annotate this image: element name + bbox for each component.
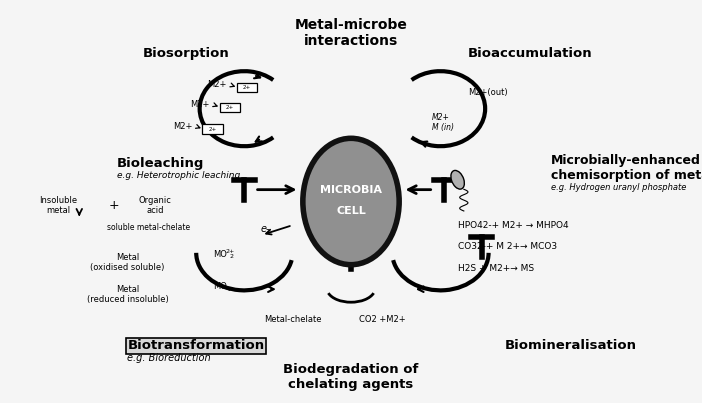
Text: M2+
M (in): M2+ M (in) [432,113,454,132]
Text: 2: 2 [227,287,231,292]
Text: M2+: M2+ [207,81,227,89]
Text: Metal-microbe
interactions: Metal-microbe interactions [295,18,407,48]
Ellipse shape [303,138,399,265]
Text: MO: MO [213,282,227,291]
Text: 2: 2 [230,253,234,258]
Text: +: + [108,199,119,212]
Text: Organic
acid: Organic acid [138,196,171,215]
FancyBboxPatch shape [220,103,240,112]
Text: MO: MO [213,249,227,259]
Text: 2+: 2+ [226,249,235,254]
Text: Metal-chelate: Metal-chelate [264,316,322,324]
Text: CO32-+ M 2+→ MCO3: CO32-+ M 2+→ MCO3 [458,243,557,251]
Text: Metal
(reduced insoluble): Metal (reduced insoluble) [86,285,168,304]
Text: Biosorption: Biosorption [143,47,230,60]
Text: e-: e- [260,224,270,234]
Text: 2+: 2+ [243,85,251,90]
Text: Biotransformation: Biotransformation [128,339,265,352]
Text: e.g. Bioreduction: e.g. Bioreduction [128,353,211,363]
Text: soluble metal-chelate: soluble metal-chelate [107,223,190,232]
Text: CO2 +M2+: CO2 +M2+ [359,316,405,324]
Text: M2+(out): M2+(out) [468,88,508,98]
Text: Bioleaching: Bioleaching [117,158,204,170]
Text: Biodegradation of
chelating agents: Biodegradation of chelating agents [284,364,418,391]
Text: MICROBIA: MICROBIA [320,185,382,195]
Text: M2+: M2+ [190,100,209,109]
Text: Metal
(oxidised soluble): Metal (oxidised soluble) [91,253,164,272]
Text: Biomineralisation: Biomineralisation [505,339,637,352]
FancyBboxPatch shape [237,83,258,93]
Text: e.g. Hydrogen uranyl phosphate: e.g. Hydrogen uranyl phosphate [550,183,686,192]
Text: 2+: 2+ [226,105,234,110]
Ellipse shape [451,170,464,189]
FancyBboxPatch shape [202,125,223,134]
Text: CELL: CELL [336,206,366,216]
Text: Insoluble
metal: Insoluble metal [39,196,78,215]
Text: Bioaccumulation: Bioaccumulation [468,47,592,60]
Text: M2+: M2+ [173,122,192,131]
Text: e.g. Heterotrophic leaching: e.g. Heterotrophic leaching [117,171,240,180]
Text: HPO42-+ M2+ → MHPO4: HPO42-+ M2+ → MHPO4 [458,221,568,230]
Text: Microbially-enhanced
chemisorption of metals: Microbially-enhanced chemisorption of me… [550,154,702,182]
Text: H2S + M2+→ MS: H2S + M2+→ MS [458,264,534,273]
Text: 2+: 2+ [208,127,217,132]
